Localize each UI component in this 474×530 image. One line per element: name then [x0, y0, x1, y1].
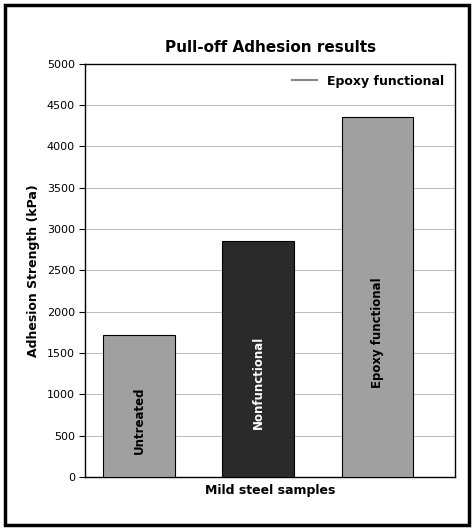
Text: Untreated: Untreated [133, 386, 146, 454]
Bar [103, 335, 175, 477]
Bar [222, 241, 294, 477]
Legend: Epoxy functional: Epoxy functional [287, 70, 449, 93]
X-axis label: Mild steel samples: Mild steel samples [205, 484, 336, 497]
Bar [342, 117, 413, 477]
Title: Pull-off Adhesion results: Pull-off Adhesion results [164, 40, 376, 56]
Y-axis label: Adhesion Strength (kPa): Adhesion Strength (kPa) [27, 184, 40, 357]
Text: Nonfunctional: Nonfunctional [252, 336, 265, 429]
Text: Epoxy functional: Epoxy functional [371, 278, 384, 388]
